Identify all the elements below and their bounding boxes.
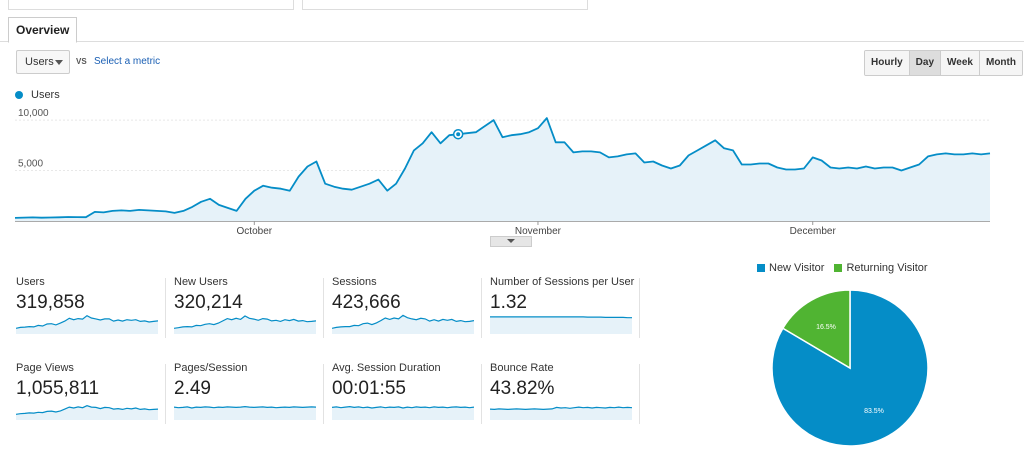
- card-separator: [481, 364, 482, 424]
- metric-card[interactable]: Number of Sessions per User 1.32: [490, 276, 635, 336]
- x-tick-label: November: [515, 226, 562, 237]
- legend-square-icon: [757, 264, 765, 272]
- sparkline-fill: [174, 316, 316, 334]
- metric-card-value: 2.49: [174, 378, 211, 399]
- legend-dot-icon: [15, 91, 23, 99]
- metric-card-value: 43.82%: [490, 378, 555, 399]
- metric-dropdown-label: Users: [25, 56, 54, 68]
- chart-legend: Users: [15, 89, 60, 101]
- metric-card-value: 1,055,811: [16, 378, 100, 399]
- sparkline-line: [174, 315, 316, 329]
- pie-slice[interactable]: [781, 289, 851, 370]
- chart-collapse-handle[interactable]: [490, 236, 532, 247]
- tab-overview[interactable]: Overview: [8, 17, 78, 43]
- sparkline: [174, 315, 316, 334]
- sparkline-fill: [16, 405, 158, 420]
- users-area-fill: [15, 118, 990, 221]
- metric-card-label: Pages/Session: [174, 362, 248, 374]
- sparkline-fill: [332, 315, 474, 334]
- metric-card[interactable]: Sessions 423,666: [332, 276, 474, 336]
- card-separator: [165, 278, 166, 338]
- pie-legend-item-returning-visitor: Returning Visitor: [834, 262, 928, 274]
- sparkline-fill: [490, 407, 632, 420]
- legend-square-icon: [834, 264, 843, 272]
- pie-slice-label: 16.5%: [816, 324, 836, 331]
- sparkline-fill: [332, 406, 474, 420]
- sparkline: [332, 314, 474, 334]
- visitor-pie-chart[interactable]: 83.5% 16.5%: [770, 288, 930, 448]
- sparkline-line: [490, 406, 632, 411]
- y-tick-label: 5,000: [18, 159, 43, 170]
- metric-card[interactable]: Page Views 1,055,811: [16, 362, 158, 422]
- card-separator: [165, 364, 166, 424]
- card-separator: [323, 278, 324, 338]
- sparkline: [16, 314, 158, 334]
- metric-card-value: 1.32: [490, 292, 527, 313]
- card-separator: [639, 364, 640, 424]
- metric-card-value: 320,214: [174, 292, 243, 313]
- sparkline-line: [16, 314, 158, 329]
- highlight-point-core: [456, 132, 461, 137]
- metric-card-label: Bounce Rate: [490, 362, 554, 374]
- metric-card-label: New Users: [174, 276, 228, 288]
- granularity-toggle: Hourly Day Week Month: [864, 50, 1023, 76]
- metric-card-label: Page Views: [16, 362, 74, 374]
- users-line-chart[interactable]: 10,000 5,000 October November December: [0, 100, 1024, 240]
- sparkline: [174, 405, 316, 420]
- vs-label: VS: [76, 57, 87, 66]
- pie-legend-label: Returning Visitor: [846, 262, 928, 274]
- metric-card[interactable]: New Users 320,214: [174, 276, 316, 336]
- sparkline-line: [332, 314, 474, 329]
- metric-card-label: Avg. Session Duration: [332, 362, 441, 374]
- metric-card[interactable]: Avg. Session Duration 00:01:55: [332, 362, 474, 422]
- pie-slice-label: 83.5%: [864, 408, 884, 415]
- sparkline: [332, 405, 474, 420]
- chevron-down-icon: [55, 60, 63, 65]
- sparkline-line: [16, 405, 158, 415]
- select-metric-link[interactable]: Select a metric: [94, 56, 161, 67]
- pie-legend: New Visitor Returning Visitor: [757, 262, 938, 274]
- x-tick-label: October: [237, 226, 273, 237]
- card-separator: [323, 364, 324, 424]
- sparkline-fill: [16, 315, 158, 334]
- sparkline-fill: [174, 406, 316, 420]
- sparkline: [490, 406, 632, 420]
- granularity-month-button[interactable]: Month: [978, 51, 1022, 75]
- pie-legend-label: New Visitor: [769, 262, 825, 274]
- sparkline-line: [490, 316, 632, 319]
- segment-box[interactable]: [302, 0, 588, 10]
- pie-legend-item-new-visitor: New Visitor: [757, 262, 824, 274]
- sparkline: [490, 316, 632, 334]
- granularity-hourly-button[interactable]: Hourly: [865, 51, 909, 75]
- card-separator: [639, 278, 640, 338]
- metric-card-value: 319,858: [16, 292, 85, 313]
- card-separator: [481, 278, 482, 338]
- sparkline-line: [174, 405, 316, 409]
- granularity-week-button[interactable]: Week: [940, 51, 979, 75]
- granularity-day-button[interactable]: Day: [908, 51, 941, 75]
- metric-card-value: 423,666: [332, 292, 401, 313]
- metric-dropdown[interactable]: Users: [16, 50, 70, 74]
- users-series-line: [14, 117, 991, 219]
- metric-card-label: Users: [16, 276, 45, 288]
- metric-card-label: Number of Sessions per User: [490, 276, 635, 288]
- metric-card[interactable]: Users 319,858: [16, 276, 158, 336]
- sparkline: [16, 405, 158, 420]
- date-range-box[interactable]: [8, 0, 294, 10]
- chevron-down-icon: [507, 239, 515, 243]
- y-tick-label: 10,000: [18, 108, 49, 119]
- sparkline-line: [332, 405, 474, 409]
- legend-label-users: Users: [31, 89, 60, 101]
- tab-bar-divider: [0, 40, 1024, 42]
- metric-card-label: Sessions: [332, 276, 377, 288]
- metric-card[interactable]: Bounce Rate 43.82%: [490, 362, 632, 422]
- x-tick-label: December: [790, 226, 837, 237]
- metric-card[interactable]: Pages/Session 2.49: [174, 362, 316, 422]
- metric-card-value: 00:01:55: [332, 378, 406, 399]
- sparkline-fill: [490, 316, 632, 334]
